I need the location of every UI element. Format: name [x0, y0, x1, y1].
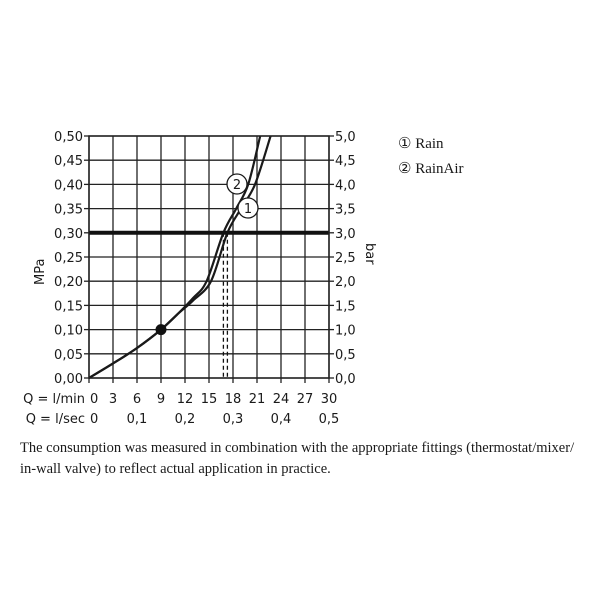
legend-marker-1: ① — [398, 136, 412, 152]
x-tick-label: 0,4 — [271, 412, 292, 427]
y-tick-label-left: 0,10 — [54, 324, 83, 339]
x-tick-label: 6 — [133, 392, 141, 407]
series-label-rainair: 2 — [233, 178, 241, 193]
plot-frame — [88, 135, 330, 379]
pressure-flow-chart: 0,000,050,100,150,200,250,300,350,400,45… — [23, 130, 377, 427]
y-axis-label-left: MPa — [33, 259, 48, 285]
x-axis-label: Q = l/sec — [26, 412, 85, 427]
y-axis-label-right: bar — [362, 243, 377, 265]
x-tick-label: 12 — [177, 392, 194, 407]
series-label-rain: 1 — [244, 202, 252, 217]
y-tick-label-right: 0,0 — [335, 372, 356, 387]
x-tick-label: 0 — [90, 392, 98, 407]
legend-label: RainAir — [415, 161, 464, 177]
y-tick-label-left: 0,20 — [54, 275, 83, 290]
y-tick-label-right: 3,0 — [335, 227, 356, 242]
x-tick-label: 0,2 — [175, 412, 196, 427]
x-tick-label: 3 — [109, 392, 117, 407]
series-label-circle — [226, 173, 248, 195]
y-tick-label-right: 1,0 — [335, 324, 356, 339]
y-tick-label-left: 0,40 — [54, 178, 83, 193]
legend-item-rainair: ② RainAir — [398, 159, 464, 178]
y-tick-label-right: 2,0 — [335, 275, 356, 290]
x-tick-label: 0 — [90, 412, 98, 427]
x-tick-label: 15 — [201, 392, 218, 407]
x-tick-label: 21 — [249, 392, 266, 407]
y-tick-label-right: 4,0 — [335, 178, 356, 193]
y-tick-label-right: 3,5 — [335, 203, 356, 218]
x-tick-label: 30 — [321, 392, 338, 407]
x-tick-label: 0,1 — [127, 412, 148, 427]
y-tick-label-right: 1,5 — [335, 299, 356, 314]
x-axis-label: Q = l/min — [23, 392, 85, 407]
y-tick-label-right: 2,5 — [335, 251, 356, 266]
legend-label: Rain — [415, 136, 444, 152]
x-tick-label: 24 — [273, 392, 290, 407]
series-label-circle — [237, 197, 259, 219]
x-tick-label: 27 — [297, 392, 314, 407]
y-tick-label-left: 0,30 — [54, 227, 83, 242]
x-tick-label: 18 — [225, 392, 242, 407]
y-tick-label-left: 0,35 — [54, 203, 83, 218]
x-tick-label: 0,5 — [319, 412, 340, 427]
caption: The consumption was measured in combinat… — [20, 440, 575, 477]
data-point-marker — [155, 324, 167, 336]
x-tick-label: 0,3 — [223, 412, 244, 427]
y-tick-label-right: 5,0 — [335, 130, 356, 145]
y-tick-label-left: 0,00 — [54, 372, 83, 387]
legend-marker-2: ② — [398, 161, 412, 177]
y-tick-label-left: 0,25 — [54, 251, 83, 266]
y-tick-label-left: 0,45 — [54, 154, 83, 169]
y-tick-label-left: 0,15 — [54, 299, 83, 314]
y-tick-label-left: 0,50 — [54, 130, 83, 145]
y-tick-label-right: 0,5 — [335, 348, 356, 363]
x-tick-label: 9 — [157, 392, 165, 407]
y-tick-label-left: 0,05 — [54, 348, 83, 363]
y-tick-label-right: 4,5 — [335, 154, 356, 169]
legend-item-rain: ① Rain — [398, 134, 444, 153]
